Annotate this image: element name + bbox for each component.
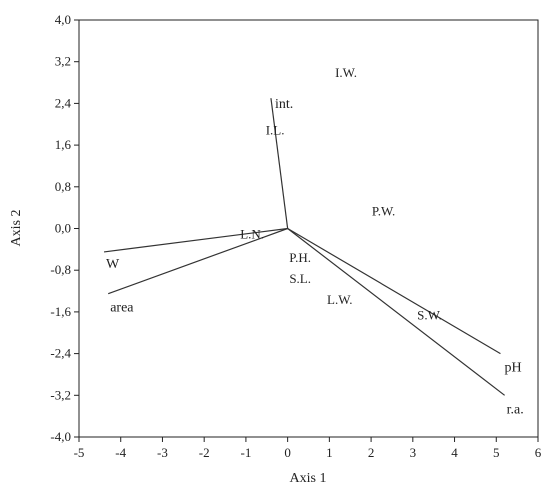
y-tick-label: 3,2	[55, 54, 71, 69]
vector-label: area	[110, 301, 134, 316]
x-tick-label: -1	[240, 445, 251, 460]
y-axis-title: Axis 2	[9, 210, 24, 247]
site-label-group: I.W. I.L. P.W. L.N. P.H. S.L. L.W. S.W.	[240, 65, 442, 322]
vector-line	[103, 227, 288, 253]
x-tick-label: 4	[451, 445, 458, 460]
x-tick-label: 3	[410, 445, 417, 460]
x-tick-label: -5	[74, 445, 85, 460]
y-tick-label: -0,8	[50, 262, 71, 277]
vector-line	[108, 227, 288, 295]
vector-label: W	[106, 257, 120, 272]
site-point-label: I.L.	[266, 122, 285, 137]
site-point-label: P.W.	[372, 203, 395, 218]
y-tick-label: -2,4	[50, 346, 71, 361]
x-axis-title: Axis 1	[290, 471, 327, 486]
y-tick-label: -4,0	[50, 429, 71, 444]
vector-line	[287, 228, 505, 396]
y-tick-label: 0,0	[55, 221, 71, 236]
x-tick-label: 6	[535, 445, 542, 460]
vector-label: int.	[275, 97, 293, 112]
x-tick-label: 0	[284, 445, 291, 460]
x-tick-label: 5	[493, 445, 500, 460]
x-tick-label: -3	[157, 445, 168, 460]
x-tick-label: -2	[199, 445, 210, 460]
site-point-label: P.H.	[289, 250, 311, 265]
site-point-label: L.N.	[240, 227, 264, 242]
vector-line	[287, 227, 501, 355]
site-point-label: S.L.	[289, 271, 311, 286]
site-point-label: L.W.	[327, 292, 353, 307]
y-tick-label: -1,6	[50, 304, 71, 319]
x-tick-label: 2	[368, 445, 375, 460]
y-tick-label: 2,4	[55, 95, 72, 110]
x-tick-label: -4	[115, 445, 126, 460]
y-tick-label: 0,8	[55, 179, 71, 194]
axis-ticks: -5 -4 -3 -2 -1 0 1 2 3 4 5 6 4,0 3,2 2,4 1,6 0,8 0,0 -0,8 -…	[50, 12, 541, 460]
y-tick-label: 1,6	[55, 137, 72, 152]
site-point-label: I.W.	[335, 65, 357, 80]
site-point-label: S.W.	[417, 308, 442, 323]
vector-line	[270, 98, 289, 229]
x-tick-label: 1	[326, 445, 333, 460]
vector-label: pH	[504, 361, 521, 376]
vector-label: r.a.	[507, 402, 524, 417]
plot-frame	[78, 19, 539, 438]
y-tick-label: 4,0	[55, 12, 71, 27]
y-tick-label: -3,2	[50, 387, 71, 402]
